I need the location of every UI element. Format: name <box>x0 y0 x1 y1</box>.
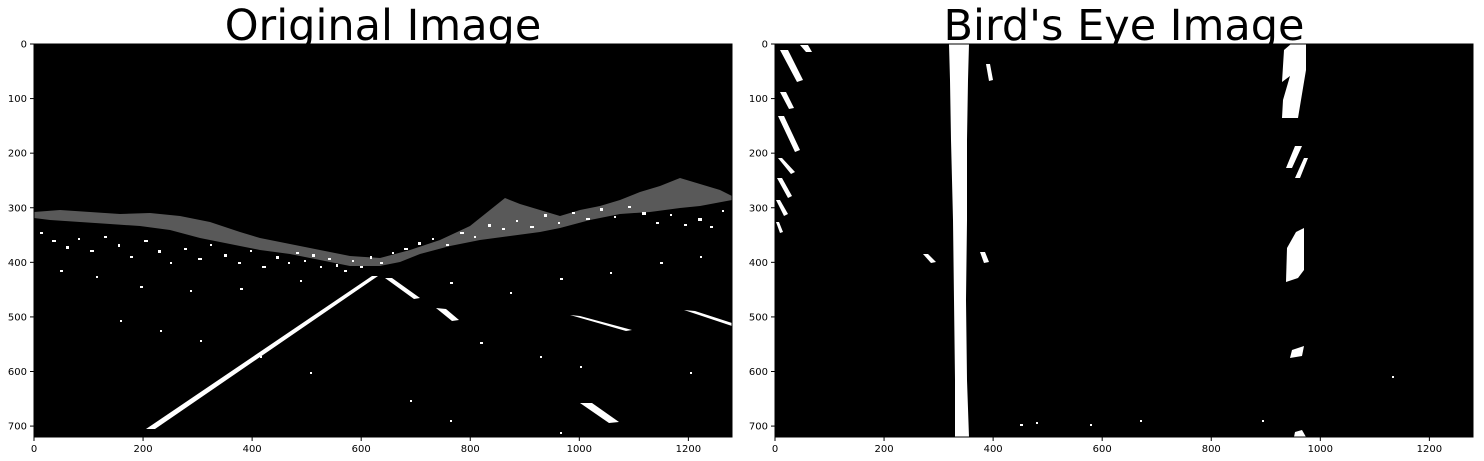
original-image-y-axis: 0 100 200 300 400 500 600 700 <box>8 40 34 433</box>
y-tick-label: 0 <box>21 40 27 51</box>
y-tick-label: 500 <box>8 312 27 323</box>
x-tick-label: 1000 <box>1308 444 1333 455</box>
y-tick-label: 300 <box>749 203 768 214</box>
birds-eye-image-right-lane <box>1282 44 1308 437</box>
birds-eye-image-panel: Bird's Eye Image <box>749 1 1474 455</box>
y-tick-label: 0 <box>762 40 768 51</box>
x-tick-label: 200 <box>875 444 894 455</box>
x-tick-label: 400 <box>984 444 1003 455</box>
original-image-x-axis: 0 200 400 600 800 1000 1200 <box>31 437 701 455</box>
x-tick-label: 1200 <box>676 444 701 455</box>
x-tick-label: 0 <box>772 444 778 455</box>
y-tick-label: 400 <box>749 258 768 269</box>
y-tick-label: 500 <box>749 312 768 323</box>
birds-eye-image-speckles <box>1020 376 1394 426</box>
original-image-clutter <box>40 206 724 434</box>
x-tick-label: 200 <box>134 444 153 455</box>
y-tick-label: 100 <box>8 94 27 105</box>
x-tick-label: 400 <box>243 444 262 455</box>
original-image-axes-frame <box>33 43 733 438</box>
x-tick-label: 800 <box>1202 444 1221 455</box>
x-tick-label: 600 <box>1093 444 1112 455</box>
original-image-background <box>34 44 732 437</box>
original-image-panel: Original Image <box>8 1 733 455</box>
birds-eye-image-y-axis: 0 100 200 300 400 500 600 700 <box>749 40 775 433</box>
x-tick-label: 0 <box>31 444 37 455</box>
original-image-right-lane <box>385 278 732 423</box>
birds-eye-image-axes-frame <box>774 43 1474 438</box>
x-tick-label: 800 <box>461 444 480 455</box>
y-tick-label: 700 <box>749 422 768 433</box>
x-tick-label: 600 <box>352 444 371 455</box>
x-tick-label: 1200 <box>1417 444 1442 455</box>
birds-eye-image-x-axis: 0 200 400 600 800 1000 1200 <box>772 437 1442 455</box>
birds-eye-image-left-edge-streaks <box>776 45 993 263</box>
original-image-left-lane <box>146 276 378 429</box>
x-tick-label: 1000 <box>567 444 592 455</box>
birds-eye-image-background <box>775 44 1473 437</box>
birds-eye-image-canvas <box>775 44 1473 437</box>
y-tick-label: 100 <box>749 94 768 105</box>
original-image-canvas <box>34 44 732 437</box>
y-tick-label: 300 <box>8 203 27 214</box>
original-image-horizon-edges <box>34 178 732 266</box>
original-image-title: Original Image <box>225 1 542 51</box>
y-tick-label: 700 <box>8 422 27 433</box>
y-tick-label: 600 <box>749 367 768 378</box>
y-tick-label: 200 <box>749 149 768 160</box>
y-tick-label: 600 <box>8 367 27 378</box>
y-tick-label: 200 <box>8 149 27 160</box>
y-tick-label: 400 <box>8 258 27 269</box>
birds-eye-image-title: Bird's Eye Image <box>944 1 1305 51</box>
birds-eye-image-left-lane <box>949 44 969 437</box>
